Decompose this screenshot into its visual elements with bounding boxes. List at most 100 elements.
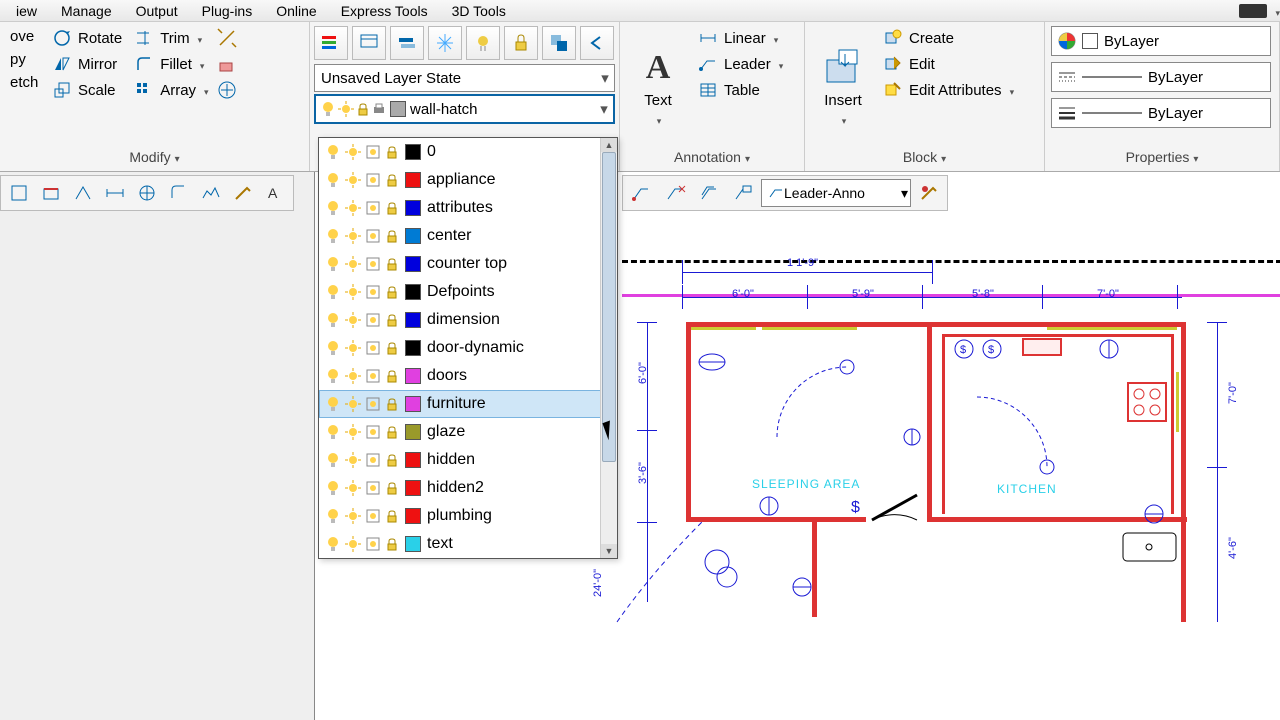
- sun-icon[interactable]: [345, 536, 361, 552]
- scrollbar[interactable]: ▲ ▼: [600, 138, 617, 558]
- toggle-icon[interactable]: [1239, 4, 1267, 18]
- tb-r-5[interactable]: [913, 178, 945, 208]
- menu-3d-tools[interactable]: 3D Tools: [440, 3, 518, 19]
- linear-button[interactable]: Linear: [694, 26, 787, 50]
- bulb-icon[interactable]: [325, 536, 341, 552]
- scroll-thumb[interactable]: [602, 152, 616, 462]
- stretch-button[interactable]: etch: [6, 72, 44, 93]
- sun-icon[interactable]: [345, 368, 361, 384]
- layer-row-dimension[interactable]: dimension: [319, 306, 617, 334]
- trim-button[interactable]: Trim: [130, 26, 212, 50]
- layer-combo[interactable]: wall-hatch ▾: [314, 94, 615, 124]
- layer-row-0[interactable]: 0: [319, 138, 617, 166]
- sun-icon[interactable]: [345, 480, 361, 496]
- layer-swatch[interactable]: [405, 424, 421, 440]
- layer-row-counter-top[interactable]: counter top: [319, 250, 617, 278]
- layer-row-door-dynamic[interactable]: door-dynamic: [319, 334, 617, 362]
- fillet-button[interactable]: Fillet: [130, 52, 212, 76]
- vp-freeze-icon[interactable]: [365, 536, 381, 552]
- properties-panel-title[interactable]: Properties: [1126, 149, 1190, 165]
- layer-swatch[interactable]: [405, 256, 421, 272]
- layer-swatch[interactable]: [405, 144, 421, 160]
- prop-linetype-combo[interactable]: ByLayer: [1051, 62, 1271, 92]
- layer-row-hidden2[interactable]: hidden2: [319, 474, 617, 502]
- lock-icon[interactable]: [385, 285, 399, 299]
- menu-express-tools[interactable]: Express Tools: [329, 3, 440, 19]
- sun-icon[interactable]: [345, 424, 361, 440]
- tb-btn-7[interactable]: [195, 178, 227, 208]
- annotation-panel-title[interactable]: Annotation: [674, 149, 741, 165]
- layer-row-glaze[interactable]: glaze: [319, 418, 617, 446]
- layer-dropdown[interactable]: 0 appliance attributes center: [318, 137, 618, 559]
- bulb-icon[interactable]: [325, 200, 341, 216]
- lock-icon[interactable]: [385, 509, 399, 523]
- scroll-down[interactable]: ▼: [601, 544, 617, 558]
- vp-freeze-icon[interactable]: [365, 256, 381, 272]
- tb-btn-3[interactable]: [67, 178, 99, 208]
- move-button[interactable]: ove: [6, 26, 44, 47]
- layer-swatch[interactable]: [405, 172, 421, 188]
- menu-overflow[interactable]: [1273, 3, 1280, 19]
- sun-icon[interactable]: [345, 396, 361, 412]
- layer-swatch[interactable]: [405, 396, 421, 412]
- sun-icon[interactable]: [345, 452, 361, 468]
- layer-row-center[interactable]: center: [319, 222, 617, 250]
- erase-icon[interactable]: [217, 54, 237, 74]
- vp-freeze-icon[interactable]: [365, 508, 381, 524]
- bulb-icon[interactable]: [325, 508, 341, 524]
- sun-icon[interactable]: [345, 228, 361, 244]
- tb-r-4[interactable]: [727, 178, 759, 208]
- block-panel-title[interactable]: Block: [903, 149, 937, 165]
- lock-icon[interactable]: [385, 201, 399, 215]
- layer-row-text[interactable]: text: [319, 530, 617, 558]
- layer-row-attributes[interactable]: attributes: [319, 194, 617, 222]
- bulb-icon[interactable]: [325, 172, 341, 188]
- layer-swatch[interactable]: [405, 452, 421, 468]
- vp-freeze-icon[interactable]: [365, 200, 381, 216]
- vp-freeze-icon[interactable]: [365, 424, 381, 440]
- layer-swatch[interactable]: [405, 340, 421, 356]
- prop-lineweight-combo[interactable]: ByLayer: [1051, 98, 1271, 128]
- tb-btn-6[interactable]: [163, 178, 195, 208]
- sun-icon[interactable]: [345, 256, 361, 272]
- bulb-icon[interactable]: [325, 284, 341, 300]
- vp-freeze-icon[interactable]: [365, 172, 381, 188]
- vp-freeze-icon[interactable]: [365, 312, 381, 328]
- sun-icon[interactable]: [345, 312, 361, 328]
- lock-icon[interactable]: [385, 397, 399, 411]
- lock-icon[interactable]: [385, 173, 399, 187]
- layer-iso-button[interactable]: [390, 26, 424, 60]
- layer-off-button[interactable]: [466, 26, 500, 60]
- sun-icon[interactable]: [345, 200, 361, 216]
- layer-swatch[interactable]: [405, 228, 421, 244]
- drawing-canvas[interactable]: 1 1'-9" 6'-0" 5'-9" 5'-8" 7'-0": [0, 172, 1280, 720]
- lock-icon[interactable]: [385, 537, 399, 551]
- tb-r-3[interactable]: [693, 178, 725, 208]
- sun-icon[interactable]: [345, 172, 361, 188]
- bulb-icon[interactable]: [325, 396, 341, 412]
- vp-freeze-icon[interactable]: [365, 340, 381, 356]
- vp-freeze-icon[interactable]: [365, 480, 381, 496]
- layer-lock-button[interactable]: [504, 26, 538, 60]
- text-button[interactable]: A Text: [626, 26, 690, 147]
- tb-btn-4[interactable]: [99, 178, 131, 208]
- bulb-icon[interactable]: [325, 480, 341, 496]
- sun-icon[interactable]: [345, 508, 361, 524]
- lock-icon[interactable]: [385, 229, 399, 243]
- lock-icon[interactable]: [385, 145, 399, 159]
- layer-states-button[interactable]: [352, 26, 386, 60]
- lock-icon[interactable]: [385, 341, 399, 355]
- bulb-icon[interactable]: [325, 368, 341, 384]
- layer-swatch[interactable]: [405, 284, 421, 300]
- tb-btn-5[interactable]: [131, 178, 163, 208]
- menu-manage[interactable]: Manage: [49, 3, 124, 19]
- modify-panel-title[interactable]: Modify: [129, 149, 170, 165]
- tb-r-2[interactable]: [659, 178, 691, 208]
- scroll-up[interactable]: ▲: [601, 138, 617, 152]
- layer-prev-button[interactable]: [580, 26, 614, 60]
- vp-freeze-icon[interactable]: [365, 396, 381, 412]
- sun-icon[interactable]: [345, 144, 361, 160]
- layer-swatch[interactable]: [405, 536, 421, 552]
- rotate-button[interactable]: Rotate: [48, 26, 126, 50]
- bulb-icon[interactable]: [325, 312, 341, 328]
